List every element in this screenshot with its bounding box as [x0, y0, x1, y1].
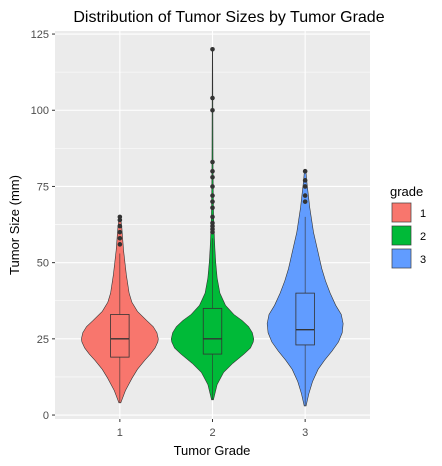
legend-title: grade [390, 184, 423, 199]
outlier-point [210, 46, 215, 52]
outlier-point [210, 205, 215, 211]
legend-label: 3 [420, 254, 426, 266]
legend: grade 1 2 3 [390, 184, 426, 269]
y-axis-ticks: 0 25 50 75 100 125 [31, 29, 55, 422]
box-grade-3 [295, 292, 315, 346]
outlier-point [117, 235, 123, 241]
x-axis-ticks: 1 2 3 [117, 419, 308, 439]
outlier-point [302, 193, 308, 198]
y-tick-label: 75 [37, 181, 49, 193]
outlier-point [210, 95, 215, 101]
y-tick-label: 125 [31, 29, 49, 41]
outlier-point [117, 229, 123, 235]
outlier-point [210, 107, 215, 113]
outlier-point [210, 214, 215, 220]
outlier-point [210, 159, 215, 165]
legend-swatch [391, 225, 412, 246]
outlier-point [117, 214, 123, 220]
outlier-point [210, 175, 215, 180]
outlier-point [210, 199, 215, 204]
outlier-point [302, 184, 308, 189]
x-axis-title: Tumor Grade [174, 443, 251, 458]
outlier-point [210, 184, 215, 189]
y-tick-label: 100 [31, 105, 49, 117]
legend-item-grade-2: 2 [391, 225, 426, 246]
outlier-point [210, 168, 215, 174]
legend-label: 2 [420, 231, 426, 243]
x-tick-label: 1 [117, 427, 123, 439]
y-tick-label: 0 [43, 410, 49, 422]
x-tick-label: 3 [302, 427, 308, 439]
legend-swatch [391, 202, 412, 223]
y-tick-label: 25 [37, 334, 49, 346]
outlier-point [302, 178, 308, 183]
outlier-point [117, 242, 123, 247]
y-axis-title: Tumor Size (mm) [7, 175, 22, 275]
chart-title: Distribution of Tumor Sizes by Tumor Gra… [73, 9, 384, 26]
outlier-point [117, 223, 123, 229]
outlier-point [210, 220, 215, 226]
legend-label: 1 [420, 208, 426, 220]
box-grade-2 [202, 307, 223, 355]
outlier-point [302, 199, 308, 204]
legend-swatch [391, 248, 412, 269]
x-tick-label: 2 [209, 427, 215, 439]
outlier-point [302, 168, 308, 174]
y-tick-label: 50 [37, 258, 49, 270]
box-grade-1 [110, 314, 130, 358]
outlier-points [117, 46, 308, 247]
legend-item-grade-1: 1 [391, 202, 426, 223]
legend-item-grade-3: 3 [391, 248, 426, 269]
outlier-point [210, 193, 215, 198]
boxplots [110, 216, 315, 406]
